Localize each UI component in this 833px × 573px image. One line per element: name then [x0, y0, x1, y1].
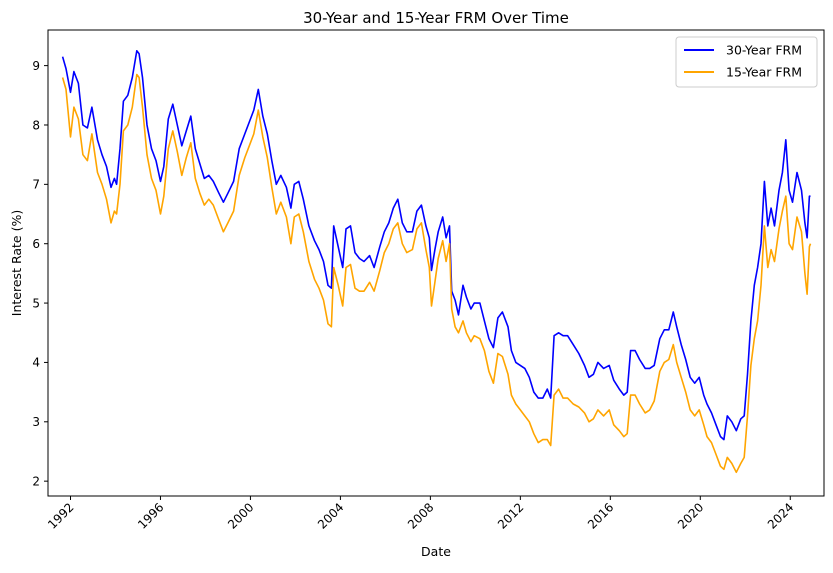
chart-title: 30-Year and 15-Year FRM Over Time [303, 9, 569, 27]
plot-lines [61, 50, 812, 474]
series-line-30-year-frm [61, 50, 811, 441]
y-tick-label: 2 [32, 474, 40, 488]
legend-label-30-year: 30-Year FRM [726, 43, 802, 58]
y-tick-label: 5 [32, 296, 40, 310]
y-tick-label: 6 [32, 237, 40, 251]
series-line-15-year-frm [61, 73, 812, 474]
plot-frame [47, 29, 825, 497]
y-axis: 2 3 4 5 6 7 8 9 [32, 59, 48, 488]
y-axis-label: Interest Rate (%) [9, 210, 24, 316]
x-axis-label: Date [421, 544, 451, 559]
y-tick-label: 4 [32, 356, 40, 370]
legend: 30-Year FRM 15-Year FRM [675, 36, 818, 88]
y-tick-label: 3 [32, 415, 40, 429]
y-tick-label: 8 [32, 118, 40, 132]
legend-label-15-year: 15-Year FRM [726, 65, 802, 80]
y-tick-label: 9 [32, 59, 40, 73]
y-tick-label: 7 [32, 178, 40, 192]
